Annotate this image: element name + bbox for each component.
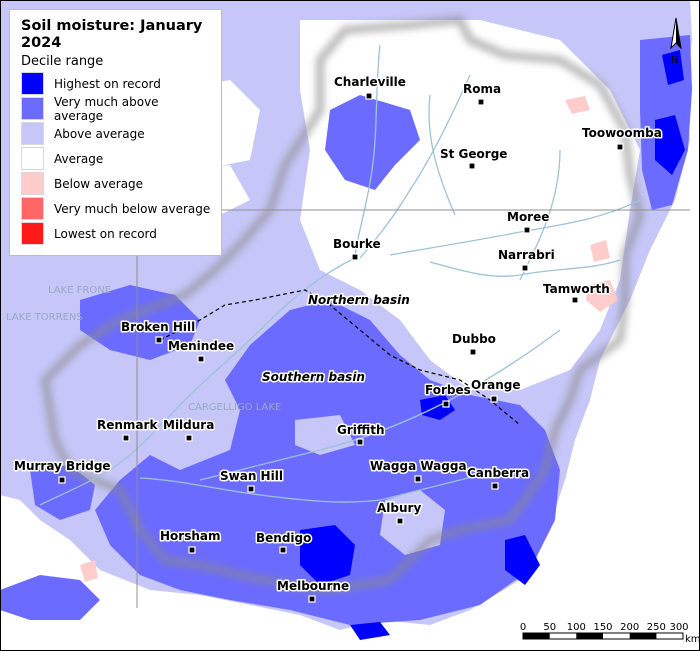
ba-patch-4	[80, 560, 98, 582]
legend-label-below: Below average	[54, 176, 144, 191]
town-label-menindee: Menindee	[168, 339, 234, 353]
town-label-charleville: Charleville	[334, 75, 406, 89]
legend-label-average: Average	[54, 151, 104, 166]
town-label-renmark: Renmark	[97, 418, 158, 432]
town-markers	[58, 92, 624, 603]
town-label-bourke: Bourke	[333, 237, 381, 251]
town-label-swan-hill: Swan Hill	[220, 469, 283, 483]
northern-basin-label: Northern basin	[308, 293, 410, 307]
town-label-narrabri: Narrabri	[498, 248, 555, 262]
legend-item-highest: Highest on record	[21, 71, 211, 96]
southern-basin-label: Southern basin	[262, 370, 365, 384]
town-label-horsham: Horsham	[160, 529, 221, 543]
legend-item-very-much-above: Very much above average	[21, 94, 211, 123]
basin-divide	[159, 289, 521, 426]
town-label-st-george: St George	[440, 147, 507, 161]
town-label-melbourne: Melbourne	[277, 579, 349, 593]
town-label-wagga-wagga: Wagga Wagga	[370, 459, 467, 473]
aa-mildura	[145, 385, 235, 460]
rivers	[39, 44, 641, 506]
town-label-roma: Roma	[463, 82, 501, 96]
ba-patch-1	[586, 280, 618, 312]
legend-swatch-below	[21, 172, 44, 195]
legend-subtitle: Decile range	[21, 54, 104, 69]
town-label-broken-hill: Broken Hill	[121, 320, 195, 334]
town-label-dubbo: Dubbo	[452, 332, 496, 346]
town-label-orange: Orange	[471, 378, 521, 392]
ba-patch-2	[565, 96, 590, 114]
town-label-albury: Albury	[377, 501, 421, 515]
vma-southern-basin	[95, 300, 560, 625]
lake-torrens-label: LAKE TORRENS	[6, 312, 83, 323]
legend-swatch-above	[21, 122, 44, 145]
legend-label-highest: Highest on record	[54, 76, 161, 91]
lake-frome-label: LAKE FRONE	[48, 285, 111, 296]
hor-bendigo	[300, 525, 355, 585]
legend-swatch-average	[21, 147, 44, 170]
scale-tick-250: 250	[647, 622, 666, 633]
hor-north-coast	[662, 50, 684, 85]
legend-label-very-much-below: Very much below average	[54, 201, 211, 216]
north-arrow-icon: N	[670, 17, 682, 66]
legend-item-very-much-below: Very much below average	[21, 196, 211, 221]
north-arrow-letter: N	[671, 55, 678, 66]
hor-coast	[505, 535, 540, 585]
vma-murray	[30, 465, 95, 520]
scale-tick-50: 50	[543, 622, 556, 633]
basin-boundary	[41, 16, 644, 594]
town-label-bendigo: Bendigo	[256, 531, 311, 545]
legend-title: Soil moisture: January 2024	[21, 18, 203, 51]
legend-swatch-lowest	[21, 222, 44, 245]
scale-tick-100: 100	[567, 622, 586, 633]
scale-tick-300: 300	[669, 622, 688, 633]
town-label-murray-bridge: Murray Bridge	[14, 459, 111, 473]
town-label-moree: Moree	[507, 210, 549, 224]
scale-tick-200: 200	[620, 622, 639, 633]
scale-bar: 0 50 100 150 200 250 300 km	[520, 622, 700, 645]
scale-tick-150: 150	[593, 622, 612, 633]
legend-swatch-highest	[21, 72, 44, 95]
legend-label-lowest: Lowest on record	[54, 226, 157, 241]
town-label-canberra: Canberra	[467, 466, 529, 480]
legend-item-below: Below average	[21, 171, 211, 196]
legend-item-above: Above average	[21, 121, 211, 146]
town-label-tamworth: Tamworth	[543, 282, 610, 296]
town-label-griffith: Griffith	[337, 423, 385, 437]
state-borders	[136, 209, 690, 608]
town-label-mildura: Mildura	[163, 418, 214, 432]
town-label-toowoomba: Toowoomba	[582, 126, 662, 140]
ba-patch-3	[590, 240, 610, 262]
cargelligo-lake-label: CARGELLIGO LAKE	[188, 402, 281, 413]
legend-swatch-very-much-below	[21, 197, 44, 220]
hor-toowoomba	[655, 115, 685, 175]
legend-panel: Soil moisture: January 2024 Decile range…	[9, 9, 222, 256]
legend-item-lowest: Lowest on record	[21, 221, 211, 246]
legend-label-above: Above average	[54, 126, 145, 141]
vma-west-coast	[0, 575, 100, 620]
town-label-forbes: Forbes	[425, 383, 471, 397]
scale-unit: km	[685, 634, 700, 645]
legend-label-very-much-above: Very much above average	[53, 94, 159, 123]
legend-item-average: Average	[21, 146, 211, 171]
vma-charleville	[325, 95, 420, 190]
hor-melbourne	[350, 622, 390, 640]
legend-swatch-very-much-above	[21, 97, 44, 120]
scale-tick-0: 0	[520, 622, 526, 633]
